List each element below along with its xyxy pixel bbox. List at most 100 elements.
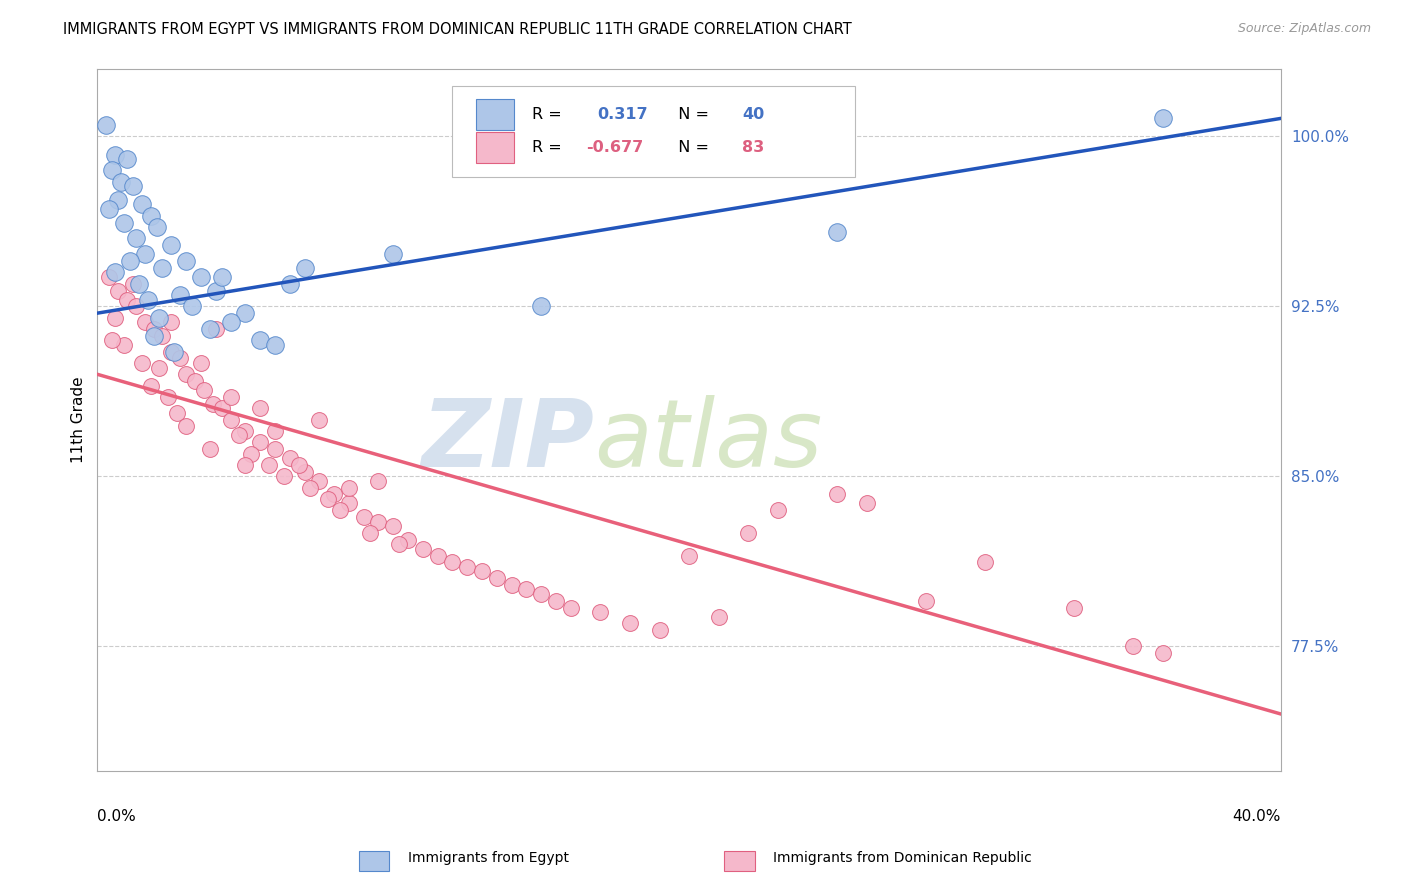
Point [134,315,156,329]
Point [174,419,197,434]
Point [174,254,197,268]
Point [139,378,162,392]
Point [104,265,127,279]
Point [152,260,174,275]
Point [184,374,207,388]
Point [544,594,567,608]
Point [160,238,183,252]
Point [190,269,212,284]
Point [294,465,316,479]
Point [530,587,553,601]
Point [287,458,309,472]
Point [648,624,671,638]
Point [240,447,263,461]
Text: N =: N = [668,140,714,155]
Point [201,397,224,411]
Point [211,401,233,416]
Point [367,474,389,488]
Point [337,481,360,495]
Point [98,269,121,284]
Point [152,328,174,343]
Point [456,559,478,574]
Point [412,541,434,556]
Point [121,277,143,291]
Point [169,351,191,366]
Point [198,322,221,336]
Point [278,277,301,291]
Point [219,390,242,404]
Point [104,310,127,325]
Point [157,390,180,404]
Point [233,424,256,438]
Point [1063,600,1085,615]
Point [388,537,411,551]
Point [294,260,316,275]
Point [98,202,121,216]
Point [359,525,381,540]
Point [299,481,322,495]
Point [139,209,162,223]
Point [107,284,129,298]
Point [190,356,212,370]
Point [219,412,242,426]
Point [107,193,129,207]
Point [204,322,226,336]
Point [148,360,170,375]
Point [134,247,156,261]
Point [257,458,280,472]
Point [855,496,877,510]
Text: -0.677: -0.677 [586,140,644,155]
Point [367,515,389,529]
Point [211,269,233,284]
Point [249,401,271,416]
Point [530,299,553,313]
Point [101,334,124,348]
Point [382,247,405,261]
Point [104,147,127,161]
Point [264,442,287,456]
Point [233,306,256,320]
Y-axis label: 11th Grade: 11th Grade [72,376,86,463]
Point [501,578,523,592]
Point [174,368,197,382]
Point [1152,112,1174,126]
Point [915,594,938,608]
Point [136,293,159,307]
Point [707,609,730,624]
Point [1152,646,1174,660]
Point [264,424,287,438]
Point [766,503,789,517]
Point [112,338,135,352]
Point [204,284,226,298]
Point [316,491,339,506]
Point [118,254,141,268]
Point [264,338,287,352]
Point [160,344,183,359]
Point [737,525,759,540]
Text: Source: ZipAtlas.com: Source: ZipAtlas.com [1237,22,1371,36]
Point [337,496,360,510]
Bar [477,132,515,163]
FancyBboxPatch shape [453,86,855,178]
Point [181,299,204,313]
Point [485,571,508,585]
Point [219,315,242,329]
Text: 83: 83 [742,140,765,155]
Point [619,616,641,631]
Text: Immigrants from Dominican Republic: Immigrants from Dominican Republic [773,851,1032,865]
Point [323,487,346,501]
Point [589,605,612,619]
Point [131,356,153,370]
Text: IMMIGRANTS FROM EGYPT VS IMMIGRANTS FROM DOMINICAN REPUBLIC 11TH GRADE CORRELATI: IMMIGRANTS FROM EGYPT VS IMMIGRANTS FROM… [63,22,852,37]
Text: 0.317: 0.317 [598,107,648,122]
Point [278,451,301,466]
Point [128,277,150,291]
Point [131,197,153,211]
Point [678,549,700,563]
Text: 0.0%: 0.0% [97,809,136,824]
Text: ZIP: ZIP [422,394,595,487]
Point [198,442,221,456]
Point [145,220,167,235]
Point [329,503,352,517]
Point [249,435,271,450]
